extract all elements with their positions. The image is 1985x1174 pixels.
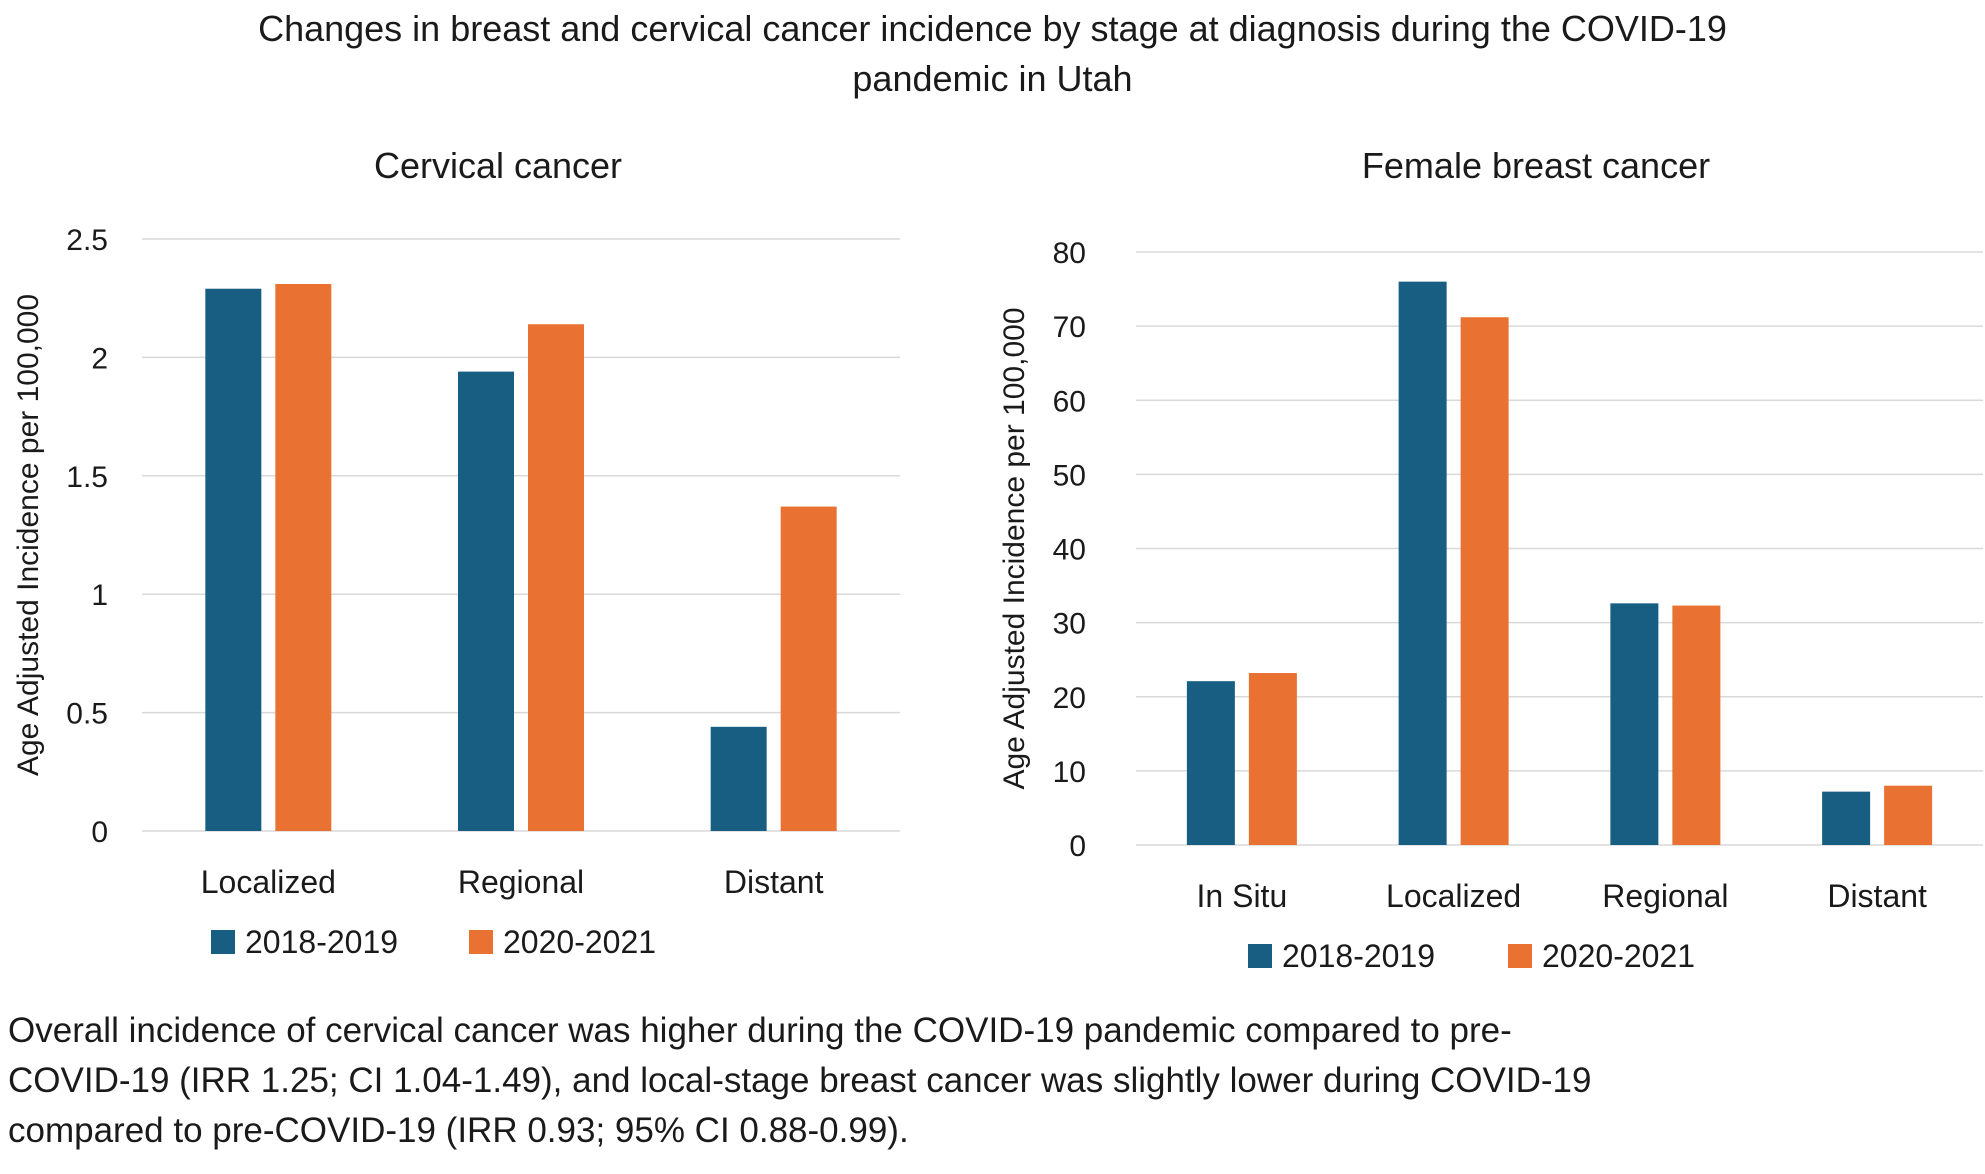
figure-title-line-2: pandemic in Utah	[852, 58, 1133, 99]
breast-y-tick-label: 50	[1053, 459, 1086, 492]
breast-y-tick-label: 80	[1053, 237, 1086, 270]
cervical-x-tick-label: Distant	[724, 864, 824, 900]
breast-x-tick-label: Distant	[1827, 878, 1927, 914]
breast-bar-distant-2020-2021	[1884, 785, 1933, 845]
cervical-y-tick-label: 0.5	[66, 698, 108, 731]
breast-x-tick-label: Localized	[1386, 878, 1521, 914]
cervical-y-tick-label: 1.5	[66, 461, 108, 494]
figure-title: Changes in breast and cervical cancer in…	[0, 4, 1985, 104]
cervical-bar-distant-2018-2019	[710, 726, 767, 831]
breast-bar-in-situ-2020-2021	[1248, 673, 1297, 845]
cervical-y-tick-label: 2.5	[66, 224, 108, 257]
breast-y-tick-label: 10	[1053, 756, 1086, 789]
cervical-bar-regional-2020-2021	[528, 324, 584, 831]
breast-y-tick-label: 20	[1053, 682, 1086, 715]
breast-y-axis-label: Age Adjusted Incidence per 100,000	[998, 307, 1031, 789]
breast-legend-swatch	[1248, 944, 1272, 968]
caption-line-2: COVID-19 (IRR 1.25; CI 1.04-1.49), and l…	[8, 1061, 1592, 1100]
breast-y-tick-label: 0	[1069, 830, 1086, 863]
breast-bar-distant-2018-2019	[1822, 791, 1871, 845]
breast-y-tick-label: 60	[1053, 385, 1086, 418]
cervical-legend-label: 2020-2021	[503, 924, 656, 960]
breast-legend-label: 2020-2021	[1542, 938, 1695, 974]
breast-bar-regional-2018-2019	[1610, 603, 1659, 845]
breast-y-tick-label: 30	[1053, 608, 1086, 641]
cervical-y-tick-label: 2	[91, 342, 108, 375]
breast-bar-in-situ-2018-2019	[1186, 681, 1235, 845]
cervical-y-tick-label: 0	[91, 816, 108, 849]
cervical-x-tick-label: Regional	[458, 864, 584, 900]
cervical-chart-title: Cervical cancer	[374, 145, 622, 186]
cervical-y-tick-label: 1	[91, 579, 108, 612]
figure-title-line-1: Changes in breast and cervical cancer in…	[258, 8, 1727, 49]
cervical-chart: Cervical cancer 0 0.5 1 1.5 2 2.5 Age Adjusted …	[12, 145, 900, 960]
breast-y-tick-label: 70	[1053, 311, 1086, 344]
caption-line-3: compared to pre-COVID-19 (IRR 0.93; 95% …	[8, 1111, 909, 1150]
breast-bar-localized-2018-2019	[1398, 281, 1447, 845]
figure-caption: Overall incidence of cervical cancer was…	[8, 1006, 1968, 1156]
cervical-bar-regional-2018-2019	[458, 371, 514, 831]
breast-chart: Female breast cancer 0 10 20 30 40 50 60 70 80 Age…	[998, 145, 1983, 974]
chart-figure: Cervical cancer 0 0.5 1 1.5 2 2.5 Age Adjusted …	[12, 145, 1983, 974]
cervical-legend-swatch	[469, 930, 493, 954]
breast-legend-swatch	[1508, 944, 1532, 968]
cervical-y-axis-label: Age Adjusted Incidence per 100,000	[12, 294, 45, 776]
breast-chart-title: Female breast cancer	[1362, 145, 1710, 186]
cervical-legend-label: 2018-2019	[245, 924, 398, 960]
breast-bar-regional-2020-2021	[1672, 605, 1721, 845]
breast-x-tick-label: In Situ	[1197, 878, 1288, 914]
cervical-bar-localized-2018-2019	[205, 288, 262, 831]
breast-x-tick-label: Regional	[1602, 878, 1728, 914]
caption-line-1: Overall incidence of cervical cancer was…	[8, 1011, 1512, 1050]
breast-bar-localized-2020-2021	[1460, 317, 1509, 846]
breast-y-tick-label: 40	[1053, 534, 1086, 567]
cervical-x-tick-label: Localized	[201, 864, 336, 900]
cervical-bar-localized-2020-2021	[275, 283, 332, 831]
breast-legend-label: 2018-2019	[1282, 938, 1435, 974]
cervical-bar-distant-2020-2021	[780, 506, 837, 831]
cervical-legend-swatch	[211, 930, 235, 954]
